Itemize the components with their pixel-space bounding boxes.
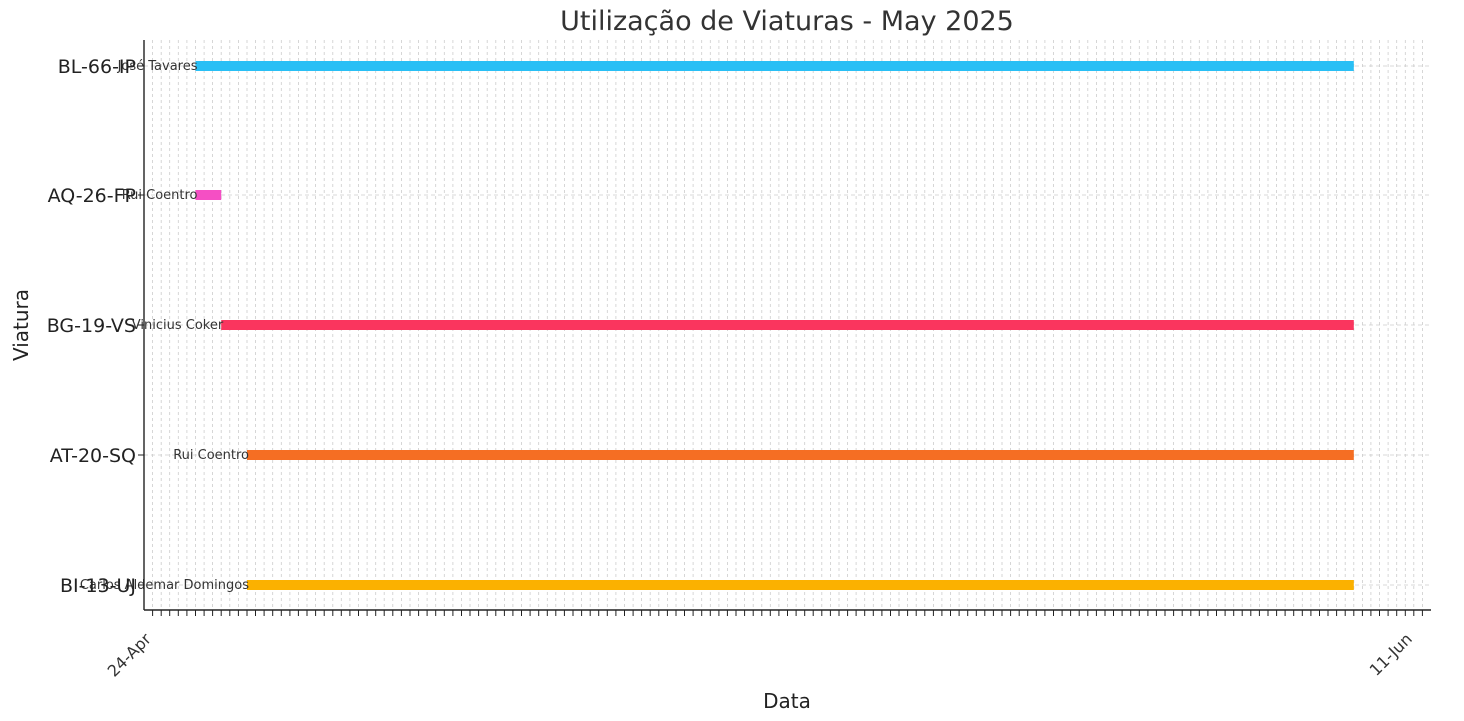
bar-labels: José Tavares Rui Coentro Vinicius Coker Rui… <box>80 59 249 593</box>
x-tick-label: 24-Apr <box>104 629 156 681</box>
task-bar <box>247 580 1354 590</box>
task-bar <box>195 190 222 200</box>
y-tick-label: BG-19-VS <box>47 315 136 337</box>
task-bar <box>221 320 1354 330</box>
driver-label: Vinicius Coker <box>132 318 224 333</box>
y-tick-label: BL-66-IP <box>58 56 136 78</box>
driver-label: Carlos Aldemar Domingos <box>80 578 249 593</box>
y-tick-label: AQ-26-FP <box>48 185 136 207</box>
x-axis-label: Data <box>763 689 811 713</box>
task-bar <box>195 61 1354 71</box>
driver-label: José Tavares <box>117 59 198 74</box>
y-tick-label: BI-13-UJ <box>60 575 136 597</box>
axes <box>138 40 1431 616</box>
x-tick-label: 11-Jun <box>1366 629 1416 679</box>
driver-label: Rui Coentro <box>122 188 198 203</box>
chart-title: Utilização de Viaturas - May 2025 <box>560 6 1014 37</box>
bars <box>195 61 1354 590</box>
y-axis-label: Viatura <box>9 289 33 361</box>
y-tick-labels: BL-66-IP AQ-26-FP BG-19-VS AT-20-SQ BI-13-UJ <box>47 56 136 597</box>
y-tick-label: AT-20-SQ <box>50 445 136 467</box>
x-tick-labels: 24-Apr 11-Jun <box>104 629 1416 681</box>
task-bar <box>247 450 1354 460</box>
driver-label: Rui Coentro <box>173 448 249 463</box>
